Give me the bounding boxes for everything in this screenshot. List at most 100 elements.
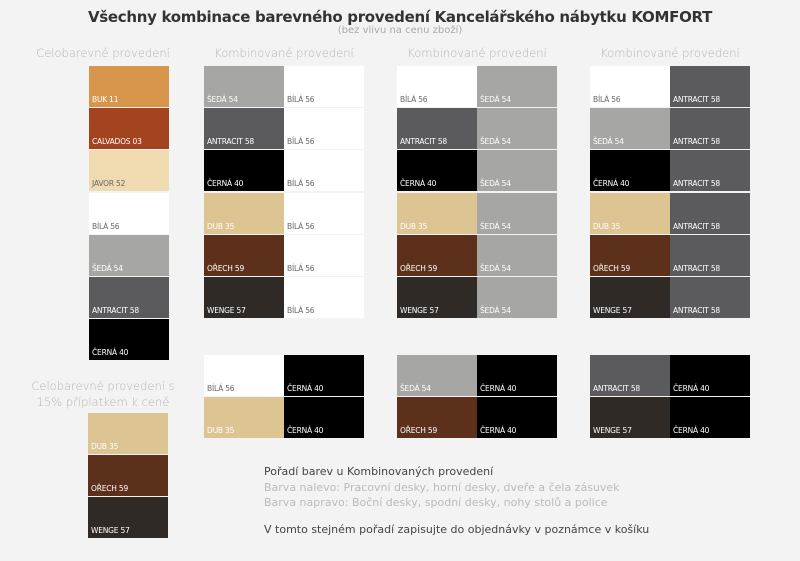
color-swatch: CALVADOS 03 xyxy=(89,108,169,150)
swatch-label: BÍLÁ 56 xyxy=(287,263,315,273)
color-swatch: ŠEDÁ 54 xyxy=(204,66,284,107)
color-swatch: OŘECH 59 xyxy=(88,455,168,496)
swatch-label: ŠEDÁ 54 xyxy=(207,95,238,104)
color-swatch: ANTRACIT 58 xyxy=(670,150,750,192)
swatch-label: OŘECH 59 xyxy=(400,426,438,435)
swatch-label: ŠEDÁ 54 xyxy=(480,221,511,231)
swatch-label: ANTRACIT 58 xyxy=(593,384,640,393)
swatch-label: BÍLÁ 56 xyxy=(287,179,315,189)
color-swatch: BÍLÁ 56 xyxy=(284,150,364,192)
swatch-label: ANTRACIT 58 xyxy=(673,95,720,104)
color-swatch: ANTRACIT 58 xyxy=(670,192,750,234)
swatch-label: DUB 35 xyxy=(400,221,428,231)
swatch-label: ŠEDÁ 54 xyxy=(400,384,431,393)
color-swatch: BUK 11 xyxy=(89,66,169,107)
swatch-label: ŠEDÁ 54 xyxy=(480,95,511,104)
color-swatch: ANTRACIT 58 xyxy=(204,108,284,150)
swatch-label: BÍLÁ 56 xyxy=(593,95,621,104)
color-swatch: OŘECH 59 xyxy=(590,234,670,276)
color-swatch: ČERNÁ 40 xyxy=(670,397,750,438)
swatch-label: OŘECH 59 xyxy=(207,263,245,273)
color-swatch: DUB 35 xyxy=(88,413,168,454)
swatch-label: ANTRACIT 58 xyxy=(673,137,720,147)
swatch-label: WENGE 57 xyxy=(593,306,632,315)
swatch-label: CALVADOS 03 xyxy=(92,137,142,147)
color-swatch: ANTRACIT 58 xyxy=(397,108,477,150)
swatch-label: ČERNÁ 40 xyxy=(673,384,710,393)
color-swatch: BÍLÁ 56 xyxy=(284,66,364,107)
color-swatch: BÍLÁ 56 xyxy=(397,66,477,107)
header-combined-1: Kombinované provedení xyxy=(214,46,354,60)
color-swatch: ŠEDÁ 54 xyxy=(477,234,557,276)
header-solid: Celobarevné provedení xyxy=(36,46,170,60)
swatch-label: WENGE 57 xyxy=(91,526,130,535)
swatch-label: DUB 35 xyxy=(593,221,621,231)
notes-right: Barva napravo: Boční desky, spodní desky… xyxy=(264,496,608,509)
color-swatch: ČERNÁ 40 xyxy=(284,355,364,396)
swatch-label: WENGE 57 xyxy=(207,306,246,315)
swatch-label: ŠEDÁ 54 xyxy=(480,263,511,273)
color-swatch: ČERNÁ 40 xyxy=(670,355,750,396)
page-subtitle: (bez vlivu na cenu zboží) xyxy=(337,25,463,36)
color-swatch: ŠEDÁ 54 xyxy=(477,150,557,192)
color-swatch: ŠEDÁ 54 xyxy=(590,108,670,150)
color-swatch: BÍLÁ 56 xyxy=(204,355,284,396)
color-swatch: ČERNÁ 40 xyxy=(204,150,284,192)
color-swatch: ČERNÁ 40 xyxy=(284,397,364,438)
color-swatch: BÍLÁ 56 xyxy=(590,66,670,107)
notes-order: V tomto stejném pořadí zapisujte do obje… xyxy=(264,523,650,536)
swatch-label: BÍLÁ 56 xyxy=(287,137,315,147)
color-swatch: ČERNÁ 40 xyxy=(89,319,169,361)
color-swatch: OŘECH 59 xyxy=(204,234,284,276)
color-swatch: BÍLÁ 56 xyxy=(284,277,364,318)
swatch-label: DUB 35 xyxy=(91,442,119,451)
color-swatch: DUB 35 xyxy=(397,192,477,234)
swatch-label: ČERNÁ 40 xyxy=(207,179,244,189)
swatch-label: ŠEDÁ 54 xyxy=(593,137,624,147)
swatch-label: BÍLÁ 56 xyxy=(400,95,428,104)
swatch-label: DUB 35 xyxy=(207,221,235,231)
color-swatch: DUB 35 xyxy=(204,397,284,438)
color-swatch: ANTRACIT 58 xyxy=(670,234,750,276)
color-swatch: ŠEDÁ 54 xyxy=(477,66,557,107)
color-swatch: ŠEDÁ 54 xyxy=(477,108,557,150)
swatch-label: ČERNÁ 40 xyxy=(287,384,324,393)
color-swatch: JAVOR 52 xyxy=(89,150,169,192)
color-swatch: ANTRACIT 58 xyxy=(89,277,169,318)
color-swatch: ČERNÁ 40 xyxy=(590,150,670,192)
color-swatch: ANTRACIT 58 xyxy=(590,355,670,396)
swatch-label: ANTRACIT 58 xyxy=(673,221,720,231)
swatch-label: ŠEDÁ 54 xyxy=(480,179,511,189)
color-swatch: ANTRACIT 58 xyxy=(670,108,750,150)
color-swatch: OŘECH 59 xyxy=(397,397,477,438)
color-swatch: ŠEDÁ 54 xyxy=(477,192,557,234)
swatch-label: ČERNÁ 40 xyxy=(480,384,517,393)
swatch-label: OŘECH 59 xyxy=(400,263,438,273)
swatch-label: ŠEDÁ 54 xyxy=(480,306,511,315)
swatch-label: ANTRACIT 58 xyxy=(673,179,720,189)
color-swatch: DUB 35 xyxy=(590,192,670,234)
color-swatch: ČERNÁ 40 xyxy=(477,355,557,396)
header-premium: Celobarevné provedení s 15% příplatkem k… xyxy=(31,379,175,409)
swatch-label: ANTRACIT 58 xyxy=(207,137,254,147)
header-combined-2: Kombinované provedení xyxy=(407,46,547,60)
swatch-label: ČERNÁ 40 xyxy=(287,426,324,435)
notes-heading: Pořadí barev u Kombinovaných provedení xyxy=(264,465,494,478)
color-swatch: WENGE 57 xyxy=(88,497,168,538)
color-swatch: BÍLÁ 56 xyxy=(284,108,364,150)
swatch-label: BÍLÁ 56 xyxy=(287,95,315,104)
color-swatch: ČERNÁ 40 xyxy=(477,397,557,438)
header-combined-3: Kombinované provedení xyxy=(600,46,740,60)
swatch-label: JAVOR 52 xyxy=(92,179,126,189)
swatch-label: WENGE 57 xyxy=(593,426,632,435)
color-swatch: ŠEDÁ 54 xyxy=(477,277,557,318)
color-swatch: WENGE 57 xyxy=(397,277,477,318)
swatch-label: BÍLÁ 56 xyxy=(207,384,235,393)
swatch-label: ŠEDÁ 54 xyxy=(480,137,511,147)
swatch-label: ČERNÁ 40 xyxy=(92,348,129,358)
color-swatch: DUB 35 xyxy=(204,192,284,234)
color-swatch: WENGE 57 xyxy=(590,397,670,438)
swatch-label: OŘECH 59 xyxy=(593,263,631,273)
swatch-label: ANTRACIT 58 xyxy=(400,137,447,147)
color-swatch: BÍLÁ 56 xyxy=(284,234,364,276)
